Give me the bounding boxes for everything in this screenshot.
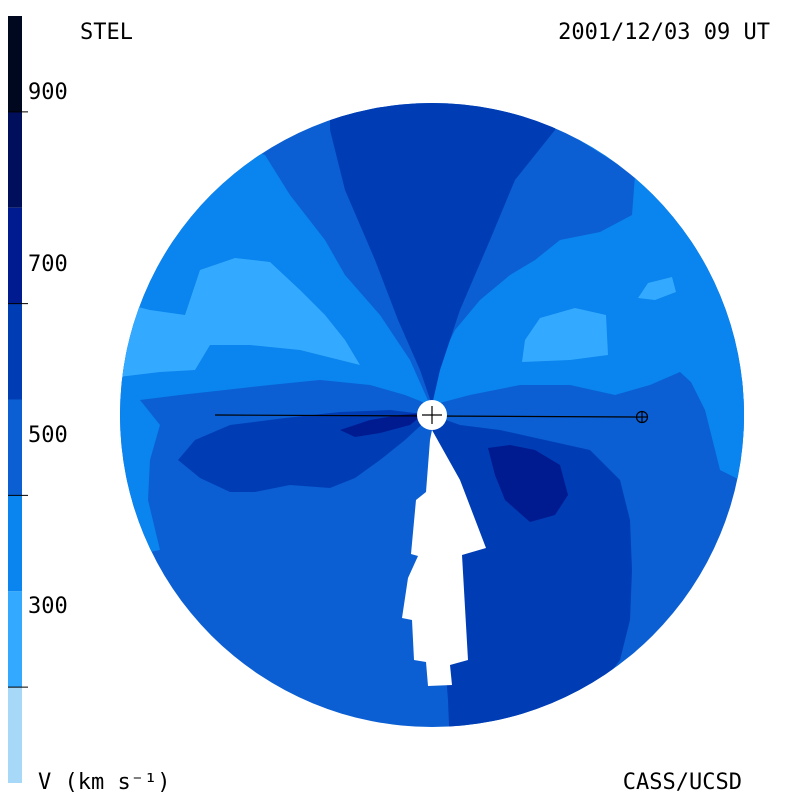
colorbar-band-200-300 bbox=[8, 687, 22, 783]
colorbar-tick-label-300: 300 bbox=[28, 594, 68, 619]
right-light-patch bbox=[522, 308, 608, 362]
lower-right-edge-region bbox=[690, 380, 744, 480]
west-darkest-sliver bbox=[340, 413, 425, 437]
colorbar-band-500-600 bbox=[8, 399, 22, 496]
colorbar-band-400-500 bbox=[8, 495, 22, 592]
east-darkest-patch bbox=[488, 445, 568, 522]
colorbar-band-800-900 bbox=[8, 111, 22, 208]
datetime-label: 2001/12/03 09 UT bbox=[558, 20, 770, 45]
site-label: STEL bbox=[80, 20, 133, 45]
colorbar-tick-label-500: 500 bbox=[28, 423, 68, 448]
no-data-gap bbox=[402, 430, 486, 686]
velocity-colorbar bbox=[8, 16, 22, 783]
left-light-patch bbox=[120, 258, 360, 378]
colorbar-ticks bbox=[8, 111, 28, 688]
credit-label: CASS/UCSD bbox=[622, 770, 742, 795]
earth-icon bbox=[635, 410, 649, 424]
north-dark-region bbox=[330, 103, 560, 405]
right-small-light-patch bbox=[638, 277, 676, 300]
colorbar-band-700-800 bbox=[8, 207, 22, 304]
velocity-unit-label: V (km s⁻¹) bbox=[38, 770, 171, 795]
colorbar-band-300-400 bbox=[8, 591, 22, 688]
colorbar-tick-label-700: 700 bbox=[28, 252, 68, 277]
colorbar-band-900-1000 bbox=[8, 16, 22, 112]
colorbar-band-600-700 bbox=[8, 303, 22, 400]
colorbar-tick-label-900: 900 bbox=[28, 80, 68, 105]
southeast-dark-region bbox=[432, 415, 632, 727]
